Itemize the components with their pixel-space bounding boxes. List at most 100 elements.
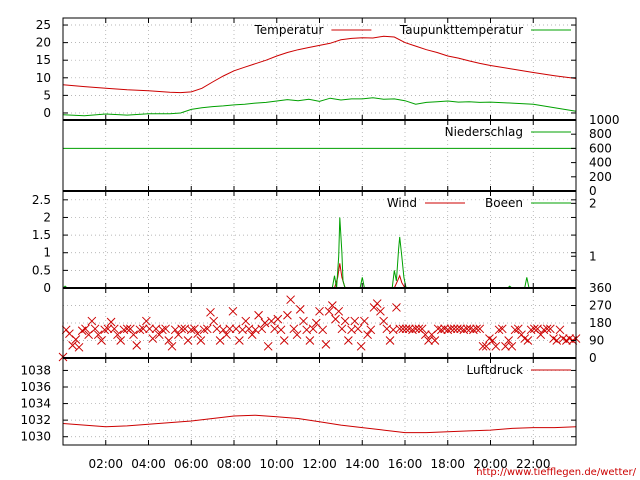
wind-direction-point <box>475 324 485 334</box>
wind-direction-point <box>71 335 81 344</box>
time-tick-label: 04:00 <box>131 457 166 471</box>
wind-direction-point <box>283 310 292 320</box>
wind-direction-point <box>161 324 170 334</box>
wind-ytick-label: 2 <box>43 210 51 224</box>
pressure-ytick-label: 1030 <box>20 430 51 444</box>
time-tick-label: 18:00 <box>430 457 465 471</box>
wind-direction-point <box>420 330 430 340</box>
temperature-ytick-label: 5 <box>43 88 51 102</box>
wind-direction-point <box>513 324 523 334</box>
wind-direction-point <box>555 325 565 335</box>
wind-direction-point <box>193 329 203 339</box>
wind-direction-point <box>93 330 103 340</box>
data-layer <box>58 35 581 434</box>
wind-direction-point <box>494 325 504 335</box>
footer-url[interactable]: http://www.tiefflegen.de/wetter/ <box>476 467 636 478</box>
wind-direction-point <box>395 324 405 334</box>
wind-direction-point <box>186 325 196 335</box>
temperature-legend-label: Taupunkttemperatur <box>399 23 523 37</box>
precipitation-ytick-label: 200 <box>589 170 612 184</box>
wind-direction-point <box>491 341 501 351</box>
precipitation-ytick-label: 800 <box>589 127 612 141</box>
precipitation-ytick-label: 1000 <box>589 113 620 127</box>
wind-direction-y2tick-label: 360 <box>589 281 612 295</box>
wind-direction-point <box>299 316 308 326</box>
wind-direction-point <box>109 324 119 334</box>
wind-direction-point <box>196 336 206 345</box>
temperature-series-temperatur-line <box>62 35 577 94</box>
pressure-series-luftdruck-line <box>62 414 577 434</box>
wind-direction-point <box>199 325 209 335</box>
wind-direction-point <box>90 324 100 334</box>
pressure-ytick-label: 1032 <box>20 413 51 427</box>
wind-direction-point <box>478 341 488 351</box>
wind-direction-point <box>350 316 360 326</box>
wind-direction-point <box>356 341 366 351</box>
wind-direction-point <box>132 341 142 350</box>
wind-direction-point <box>129 330 138 340</box>
wind-direction-point <box>379 316 388 326</box>
wind-direction-point <box>138 324 148 334</box>
wind-direction-point <box>337 324 347 334</box>
wind-direction-point <box>308 324 318 334</box>
wind-direction-point <box>279 336 289 345</box>
wind-ytick-label: 0.5 <box>32 263 51 277</box>
wind-direction-point <box>331 314 340 324</box>
temperature-legend-label: Temperatur <box>253 23 323 37</box>
wind-direction-point <box>206 307 215 317</box>
wind-direction-point <box>344 336 353 345</box>
wind-direction-point <box>456 324 465 334</box>
time-tick-label: 22:00 <box>516 457 551 471</box>
wind-direction-point <box>135 325 145 335</box>
wind-direction-point <box>417 324 427 334</box>
wind-direction-point <box>286 295 295 305</box>
wind-direction-point <box>324 306 334 316</box>
wind-direction-point <box>385 336 395 345</box>
wind-direction-point <box>340 316 350 326</box>
wind-direction-point <box>263 341 273 351</box>
precipitation-ytick-label: 600 <box>589 141 612 155</box>
wind-direction-point <box>411 324 421 334</box>
wind-direction-point <box>167 341 177 351</box>
grid-layer <box>63 18 576 445</box>
wind-direction-point <box>552 336 562 345</box>
wind-direction-point <box>257 324 267 334</box>
wind-direction-point <box>125 324 135 334</box>
wind-direction-point <box>97 336 106 345</box>
wind-direction-point <box>145 324 154 334</box>
wind-direction-point <box>392 303 401 312</box>
wind-direction-point <box>430 336 440 345</box>
time-tick-label: 08:00 <box>217 457 252 471</box>
wind-direction-point <box>465 324 475 334</box>
temperature-ytick-label: 25 <box>36 18 51 32</box>
wind-direction-point <box>190 324 199 334</box>
wind-direction-point <box>292 330 302 340</box>
wind-direction-point <box>116 336 126 345</box>
wind-direction-y2tick-label: 270 <box>589 299 612 313</box>
wind-direction-point <box>81 324 90 334</box>
wind-direction-y2tick-label: 0 <box>589 351 597 365</box>
time-tick-label: 12:00 <box>302 457 337 471</box>
time-tick-label: 10:00 <box>259 457 294 471</box>
frame-layer <box>62 17 577 446</box>
wind-direction-point <box>241 316 251 326</box>
pressure-legend-label: Luftdruck <box>466 363 523 377</box>
wind-direction-point <box>404 324 414 334</box>
precipitation-ytick-label: 0 <box>589 184 597 198</box>
wind-legend-label: Boeen <box>485 196 523 210</box>
wind-direction-point <box>273 314 283 324</box>
wind-direction-point <box>334 306 344 316</box>
time-tick-label: 16:00 <box>388 457 423 471</box>
wind-direction-point <box>228 306 238 316</box>
pressure-ytick-label: 1034 <box>20 397 51 411</box>
wind-direction-point <box>305 336 315 345</box>
wind-direction-y2tick-label: 90 <box>589 334 604 348</box>
wind-direction-point <box>440 324 449 334</box>
wind-direction-point <box>315 306 324 316</box>
wind-direction-point <box>177 324 186 334</box>
wind-direction-point <box>289 324 299 334</box>
wind-ytick-label: 2.5 <box>32 193 51 207</box>
wind-direction-point <box>472 324 481 334</box>
wind-direction-point <box>523 336 533 345</box>
